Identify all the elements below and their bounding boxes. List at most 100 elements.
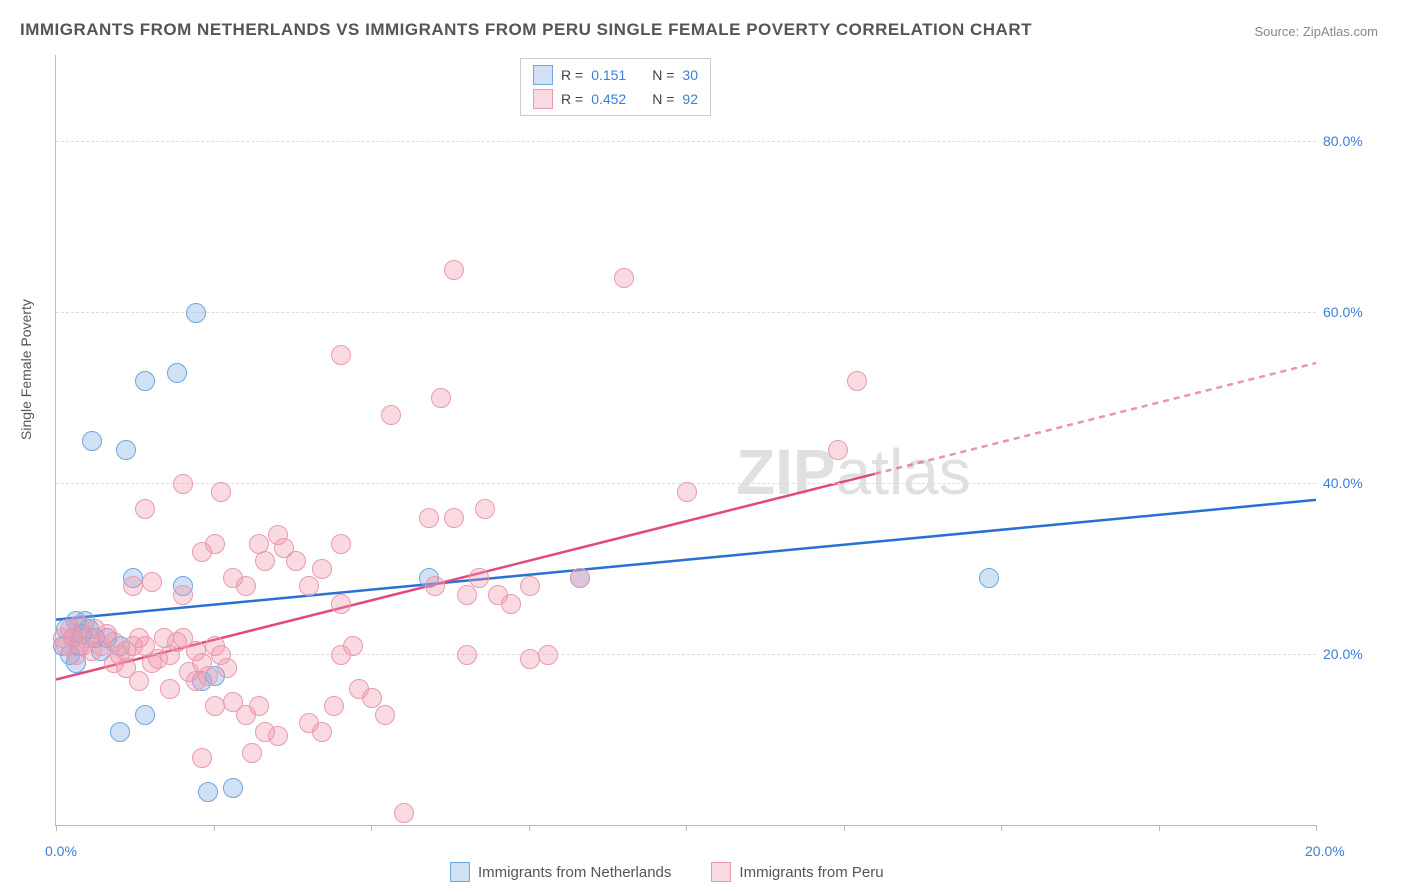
x-tick bbox=[1316, 825, 1317, 831]
point-peru bbox=[142, 572, 162, 592]
x-tick bbox=[844, 825, 845, 831]
point-peru bbox=[331, 534, 351, 554]
point-peru bbox=[160, 679, 180, 699]
stats-row-peru: R = 0.452 N = 92 bbox=[533, 87, 698, 111]
point-peru bbox=[129, 671, 149, 691]
point-peru bbox=[501, 594, 521, 614]
legend-item-netherlands: Immigrants from Netherlands bbox=[450, 862, 671, 882]
point-peru bbox=[362, 688, 382, 708]
point-peru bbox=[173, 474, 193, 494]
point-peru bbox=[570, 568, 590, 588]
x-tick-label: 0.0% bbox=[45, 843, 77, 859]
point-peru bbox=[274, 538, 294, 558]
point-peru bbox=[828, 440, 848, 460]
peru-swatch bbox=[533, 89, 553, 109]
peru-swatch bbox=[711, 862, 731, 882]
point-peru bbox=[457, 645, 477, 665]
x-tick bbox=[1159, 825, 1160, 831]
point-peru bbox=[312, 559, 332, 579]
gridline bbox=[56, 141, 1316, 142]
point-peru bbox=[268, 726, 288, 746]
point-peru bbox=[324, 696, 344, 716]
point-peru bbox=[331, 345, 351, 365]
n-label: N = bbox=[652, 91, 674, 107]
point-peru bbox=[211, 482, 231, 502]
watermark-text: ZIPatlas bbox=[736, 435, 971, 509]
point-peru bbox=[135, 499, 155, 519]
point-netherlands bbox=[110, 722, 130, 742]
point-netherlands bbox=[167, 363, 187, 383]
series-legend: Immigrants from Netherlands Immigrants f… bbox=[450, 862, 884, 882]
point-peru bbox=[394, 803, 414, 823]
point-netherlands bbox=[198, 782, 218, 802]
point-peru bbox=[242, 743, 262, 763]
watermark-light: atlas bbox=[836, 436, 971, 508]
netherlands-label: Immigrants from Netherlands bbox=[478, 864, 671, 881]
point-peru bbox=[425, 576, 445, 596]
x-tick bbox=[686, 825, 687, 831]
point-peru bbox=[123, 576, 143, 596]
point-peru bbox=[249, 696, 269, 716]
n-label: N = bbox=[652, 67, 674, 83]
point-peru bbox=[538, 645, 558, 665]
point-peru bbox=[520, 649, 540, 669]
peru-label: Immigrants from Peru bbox=[739, 864, 883, 881]
point-peru bbox=[431, 388, 451, 408]
y-tick-label: 80.0% bbox=[1323, 133, 1363, 149]
peru-n-value: 92 bbox=[682, 91, 698, 107]
r-label: R = bbox=[561, 67, 583, 83]
point-peru bbox=[475, 499, 495, 519]
r-label: R = bbox=[561, 91, 583, 107]
stats-legend: R = 0.151 N = 30 R = 0.452 N = 92 bbox=[520, 58, 711, 116]
y-axis-label: Single Female Poverty bbox=[18, 299, 34, 440]
y-tick-label: 40.0% bbox=[1323, 475, 1363, 491]
point-netherlands bbox=[116, 440, 136, 460]
point-peru bbox=[381, 405, 401, 425]
point-peru bbox=[457, 585, 477, 605]
point-peru bbox=[677, 482, 697, 502]
point-peru bbox=[173, 585, 193, 605]
netherlands-r-value: 0.151 bbox=[591, 67, 626, 83]
point-peru bbox=[205, 534, 225, 554]
point-peru bbox=[419, 508, 439, 528]
x-tick bbox=[214, 825, 215, 831]
y-tick-label: 20.0% bbox=[1323, 646, 1363, 662]
peru-r-value: 0.452 bbox=[591, 91, 626, 107]
watermark-bold: ZIP bbox=[736, 436, 836, 508]
gridline bbox=[56, 312, 1316, 313]
netherlands-swatch bbox=[533, 65, 553, 85]
x-tick-label: 20.0% bbox=[1305, 843, 1345, 859]
x-tick bbox=[371, 825, 372, 831]
point-peru bbox=[312, 722, 332, 742]
legend-item-peru: Immigrants from Peru bbox=[711, 862, 883, 882]
point-peru bbox=[331, 594, 351, 614]
point-peru bbox=[469, 568, 489, 588]
point-peru bbox=[192, 748, 212, 768]
chart-title: IMMIGRANTS FROM NETHERLANDS VS IMMIGRANT… bbox=[20, 20, 1032, 40]
point-peru bbox=[520, 576, 540, 596]
point-peru bbox=[205, 696, 225, 716]
point-peru bbox=[255, 551, 275, 571]
stats-row-netherlands: R = 0.151 N = 30 bbox=[533, 63, 698, 87]
point-peru bbox=[375, 705, 395, 725]
x-tick bbox=[56, 825, 57, 831]
point-netherlands bbox=[979, 568, 999, 588]
netherlands-swatch bbox=[450, 862, 470, 882]
point-netherlands bbox=[135, 705, 155, 725]
point-netherlands bbox=[186, 303, 206, 323]
y-tick-label: 60.0% bbox=[1323, 304, 1363, 320]
chart-plot-area: ZIPatlas bbox=[55, 55, 1316, 826]
point-peru bbox=[217, 658, 237, 678]
point-netherlands bbox=[223, 778, 243, 798]
point-peru bbox=[614, 268, 634, 288]
point-peru bbox=[236, 576, 256, 596]
gridline bbox=[56, 654, 1316, 655]
netherlands-n-value: 30 bbox=[682, 67, 698, 83]
point-peru bbox=[444, 260, 464, 280]
x-tick bbox=[1001, 825, 1002, 831]
point-peru bbox=[847, 371, 867, 391]
point-peru bbox=[444, 508, 464, 528]
point-peru bbox=[299, 576, 319, 596]
point-netherlands bbox=[82, 431, 102, 451]
x-tick bbox=[529, 825, 530, 831]
